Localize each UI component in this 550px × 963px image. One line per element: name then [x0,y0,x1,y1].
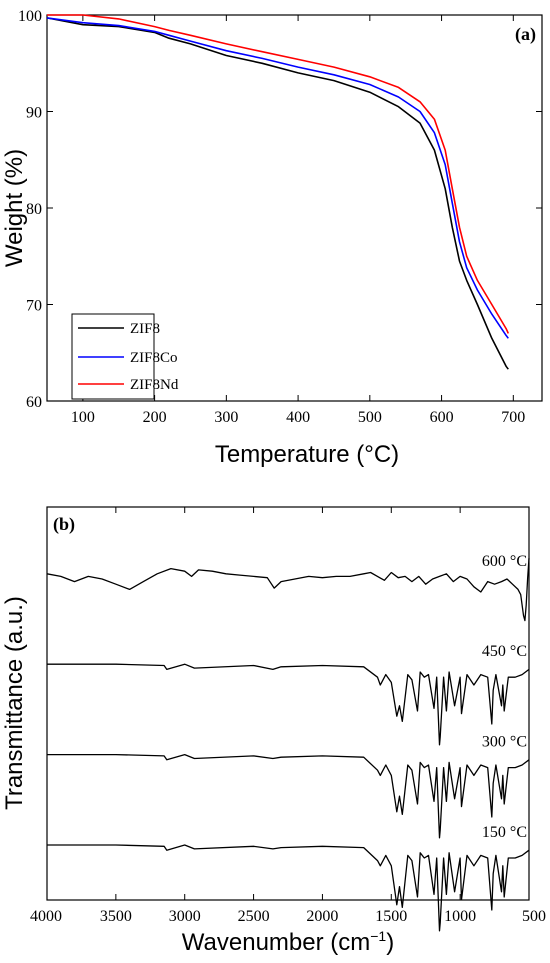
panel-b-x-axis-title-sup: −1 [370,928,386,944]
series-line-zif8co [46,17,509,339]
panel-b-label: (b) [53,514,75,535]
panel-b-series: 600 °C 450 °C 300 °C 150 °C [46,553,530,932]
panel-a-label: (a) [515,24,536,45]
spectrum-line-600c [46,558,530,622]
panel-b-x-tick-label: 1500 [375,908,407,925]
panel-a-ticks: 100 200 300 400 500 600 700 60 70 80 90 100 [18,8,542,426]
panel-a-x-tick-label: 500 [358,409,382,426]
panel-b-ticks: 4000 3500 3000 2500 2000 1500 1000 500 [30,507,546,925]
panel-a-tga-chart: 100 200 300 400 500 600 700 60 70 80 90 100 (a) Tem… [1,8,543,468]
panel-a-x-axis-title: Temperature (°C) [215,441,399,468]
spectrum-line-450c [47,663,530,746]
panel-a-x-tick-label: 400 [286,409,310,426]
panel-a-x-tick-label: 600 [430,409,454,426]
panel-b-x-axis-title-main: Wavenumber (cm [182,929,370,956]
panel-a-y-tick-label: 60 [26,394,42,411]
panel-a-legend: ZIF8 ZIF8Co ZIF8Nd [71,313,179,400]
panel-b-frame [46,506,530,901]
spectrum-label: 150 °C [482,824,527,841]
spectrum-line-150c [47,844,530,932]
panel-a-y-tick-label: 100 [18,8,42,25]
spectrum-label: 600 °C [482,553,527,570]
legend-label-zif8: ZIF8 [130,321,160,337]
series-line-zif8 [46,17,509,370]
panel-a-y-tick-label: 70 [26,298,42,315]
panel-a-y-tick-label: 80 [26,201,42,218]
panel-b-y-axis-title: Transmittance (a.u.) [1,596,28,810]
series-line-zif8nd [47,14,510,334]
panel-b-x-axis-title: Wavenumber (cm−1) [182,928,394,956]
panel-b-x-tick-label: 4000 [30,908,62,925]
legend-label-zif8nd: ZIF8Nd [130,377,179,393]
panel-a-series [46,14,510,370]
panel-b-x-tick-label: 1000 [444,908,476,925]
panel-b-ftir-chart: 4000 3500 3000 2500 2000 1500 1000 500 600 °C 45… [1,506,546,956]
spectrum-label: 450 °C [482,643,527,660]
panel-b-x-tick-label: 3500 [100,908,132,925]
panel-b-x-tick-label: 2000 [306,908,338,925]
panel-a-x-tick-label: 700 [501,409,525,426]
panel-a-x-tick-label: 300 [214,409,238,426]
panel-a-x-tick-label: 200 [143,409,167,426]
panel-a-y-tick-label: 90 [26,105,42,122]
panel-b-x-tick-label: 3000 [169,908,201,925]
panel-b-x-axis-title-end: ) [386,929,394,956]
spectrum-line-300c [47,753,530,839]
spectrum-label: 300 °C [482,734,527,751]
panel-a-y-axis-title: Weight (%) [1,149,28,267]
legend-label-zif8co: ZIF8Co [130,350,178,366]
panel-a-x-tick-label: 100 [71,409,95,426]
panel-b-x-tick-label: 2500 [238,908,270,925]
panel-b-x-tick-label: 500 [522,908,546,925]
